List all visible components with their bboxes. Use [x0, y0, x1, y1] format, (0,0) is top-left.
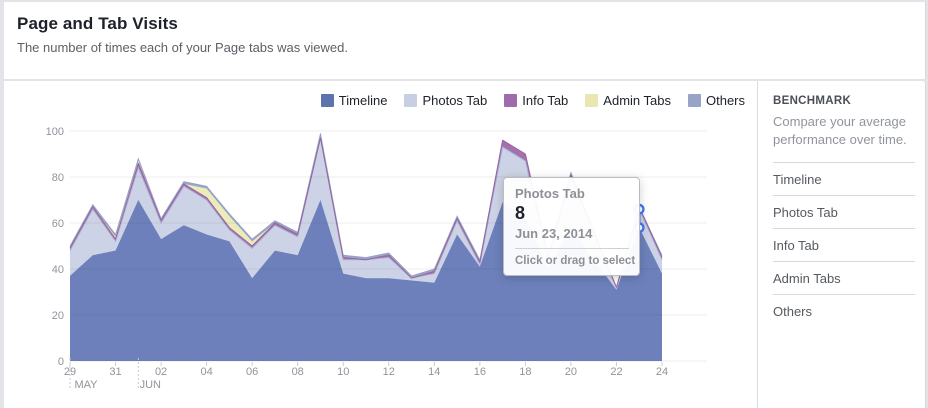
page-subtitle: The number of times each of your Page ta…	[17, 40, 348, 55]
benchmark-item-timeline[interactable]: Timeline	[773, 161, 915, 195]
legend-item-info-tab[interactable]: Info Tab	[504, 93, 568, 108]
x-axis-label: 12	[383, 366, 395, 378]
x-axis-label: 10	[337, 366, 349, 378]
x-axis-label: 04	[200, 366, 212, 378]
timeline-swatch-icon	[320, 94, 334, 107]
legend-label: Admin Tabs	[603, 93, 671, 108]
chart-tooltip: Photos Tab 8 Jun 23, 2014 Click or drag …	[503, 177, 640, 276]
tooltip-date: Jun 23, 2014	[515, 226, 593, 241]
info-tab-swatch-icon	[504, 94, 518, 107]
legend-label: Photos Tab	[422, 93, 488, 108]
y-axis-label: 40	[52, 264, 64, 276]
x-axis-label: 02	[155, 366, 167, 378]
others-swatch-icon	[687, 94, 701, 107]
legend-label: Others	[705, 93, 745, 108]
benchmark-panel: BENCHMARK Compare your average performan…	[757, 81, 928, 408]
tooltip-divider	[515, 248, 629, 249]
legend-item-timeline[interactable]: Timeline	[320, 93, 388, 108]
x-axis-label: 08	[292, 366, 304, 378]
x-axis-label: 31	[109, 366, 121, 378]
x-axis-label: 16	[474, 366, 486, 378]
tooltip-hint: Click or drag to select	[515, 255, 636, 267]
x-axis-label: 06	[246, 366, 258, 378]
benchmark-list: Timeline Photos Tab Info Tab Admin Tabs Othe…	[773, 161, 915, 327]
benchmark-subtitle: Compare your average performance over ti…	[773, 114, 907, 147]
y-axis-label: 80	[52, 172, 64, 184]
tooltip-value: 8	[515, 203, 526, 223]
legend-item-photos-tab[interactable]: Photos Tab	[404, 93, 487, 108]
legend-item-others[interactable]: Others	[687, 93, 745, 108]
y-axis-label: 0	[58, 356, 64, 368]
admin-tabs-swatch-icon	[585, 94, 599, 107]
legend-label: Timeline	[338, 93, 388, 108]
benchmark-title: BENCHMARK	[773, 95, 852, 107]
photos-tab-swatch-icon	[404, 94, 418, 107]
x-axis-label: 20	[565, 366, 577, 378]
month-label: JUN	[140, 379, 161, 391]
page-title: Page and Tab Visits	[17, 14, 178, 33]
benchmark-item-photos-tab[interactable]: Photos Tab	[773, 194, 915, 228]
month-label: MAY	[74, 379, 98, 391]
x-axis-label: 22	[610, 366, 622, 378]
x-axis-label: 18	[519, 366, 531, 378]
chart-card: Timeline Photos Tab Info Tab Admin Tabs Othe…	[4, 81, 926, 408]
header-card: Page and Tab Visits The number of times …	[4, 2, 926, 79]
tooltip-series-label: Photos Tab	[515, 186, 585, 201]
benchmark-item-info-tab[interactable]: Info Tab	[773, 227, 915, 261]
x-axis-label: 24	[656, 366, 668, 378]
legend-item-admin-tabs[interactable]: Admin Tabs	[585, 93, 671, 108]
x-axis-label: 14	[428, 366, 440, 378]
benchmark-item-others[interactable]: Others	[773, 293, 915, 327]
y-axis-label: 100	[46, 126, 64, 138]
chart-legend: Timeline Photos Tab Info Tab Admin Tabs Othe…	[320, 93, 745, 108]
benchmark-item-admin-tabs[interactable]: Admin Tabs	[773, 260, 915, 294]
y-axis-label: 60	[52, 218, 64, 230]
legend-label: Info Tab	[522, 93, 569, 108]
y-axis-label: 20	[52, 310, 64, 322]
chart-zone: Timeline Photos Tab Info Tab Admin Tabs Othe…	[4, 81, 757, 408]
